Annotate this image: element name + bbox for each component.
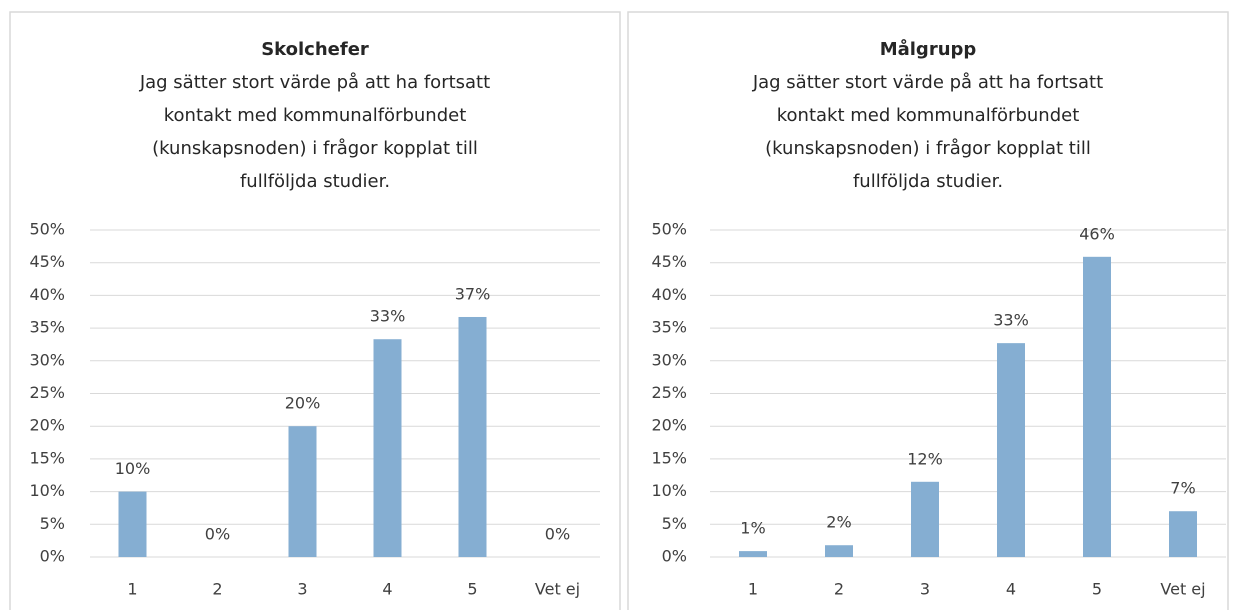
y-tick-label: 25% [29, 383, 65, 402]
y-tick-label: 10% [29, 481, 65, 500]
data-label: 12% [907, 449, 943, 468]
bar [373, 339, 402, 557]
bar [458, 316, 487, 557]
chart-subtitle: fullföljda studier. [240, 171, 390, 192]
data-label: 1% [740, 519, 765, 538]
data-label: 7% [1170, 479, 1195, 498]
data-label: 2% [826, 513, 851, 532]
data-label: 0% [545, 525, 570, 544]
bar [1083, 256, 1111, 557]
x-tick-label: 1 [127, 580, 137, 599]
x-tick-label: 5 [1092, 580, 1102, 599]
y-tick-label: 25% [651, 383, 687, 402]
x-tick-label: 4 [1006, 580, 1016, 599]
y-tick-label: 50% [29, 220, 65, 239]
data-label: 33% [370, 307, 406, 326]
x-tick-label: Vet ej [1160, 580, 1205, 599]
y-tick-label: 35% [651, 318, 687, 337]
y-tick-label: 40% [651, 285, 687, 304]
chart-subtitle: (kunskapsnoden) i frågor kopplat till [152, 138, 478, 159]
data-label: 0% [205, 525, 230, 544]
y-tick-label: 20% [651, 416, 687, 435]
y-tick-label: 30% [651, 350, 687, 369]
y-tick-label: 0% [40, 547, 65, 566]
y-tick-label: 50% [651, 220, 687, 239]
bar [825, 545, 853, 557]
y-tick-label: 15% [651, 448, 687, 467]
y-tick-label: 35% [29, 318, 65, 337]
chart-subtitle: kontakt med kommunalförbundet [777, 105, 1080, 126]
chart-frame [9, 11, 621, 610]
y-tick-label: 5% [662, 514, 687, 533]
bar [739, 551, 767, 557]
y-tick-label: 40% [29, 285, 65, 304]
y-tick-label: 30% [29, 350, 65, 369]
x-tick-label: 2 [834, 580, 844, 599]
x-tick-label: 1 [748, 580, 758, 599]
chart-subtitle: fullföljda studier. [853, 171, 1003, 192]
y-tick-label: 45% [651, 252, 687, 271]
chart-title: Skolchefer [261, 39, 369, 60]
chart-subtitle: kontakt med kommunalförbundet [164, 105, 467, 126]
y-tick-label: 45% [29, 252, 65, 271]
x-tick-label: 3 [920, 580, 930, 599]
y-tick-label: 10% [651, 481, 687, 500]
chart-subtitle: (kunskapsnoden) i frågor kopplat till [765, 138, 1091, 159]
x-tick-label: 4 [382, 580, 392, 599]
bar [1169, 511, 1197, 557]
chart-subtitle: Jag sätter stort värde på att ha fortsat… [752, 72, 1103, 93]
data-label: 37% [455, 284, 491, 303]
chart-frame [627, 11, 1229, 610]
data-label: 46% [1079, 224, 1115, 243]
x-tick-label: 5 [467, 580, 477, 599]
data-label: 20% [285, 394, 321, 413]
y-tick-label: 0% [662, 547, 687, 566]
x-tick-label: 2 [212, 580, 222, 599]
x-tick-label: Vet ej [535, 580, 580, 599]
bar [288, 426, 317, 557]
chart-title: Målgrupp [880, 38, 977, 60]
chart-subtitle: Jag sätter stort värde på att ha fortsat… [139, 72, 490, 93]
y-tick-label: 20% [29, 416, 65, 435]
bar [118, 491, 147, 557]
data-label: 33% [993, 311, 1029, 330]
bar [911, 481, 939, 557]
data-label: 10% [115, 459, 151, 478]
bar [997, 343, 1025, 557]
x-tick-label: 3 [297, 580, 307, 599]
y-tick-label: 5% [40, 514, 65, 533]
y-tick-label: 15% [29, 448, 65, 467]
